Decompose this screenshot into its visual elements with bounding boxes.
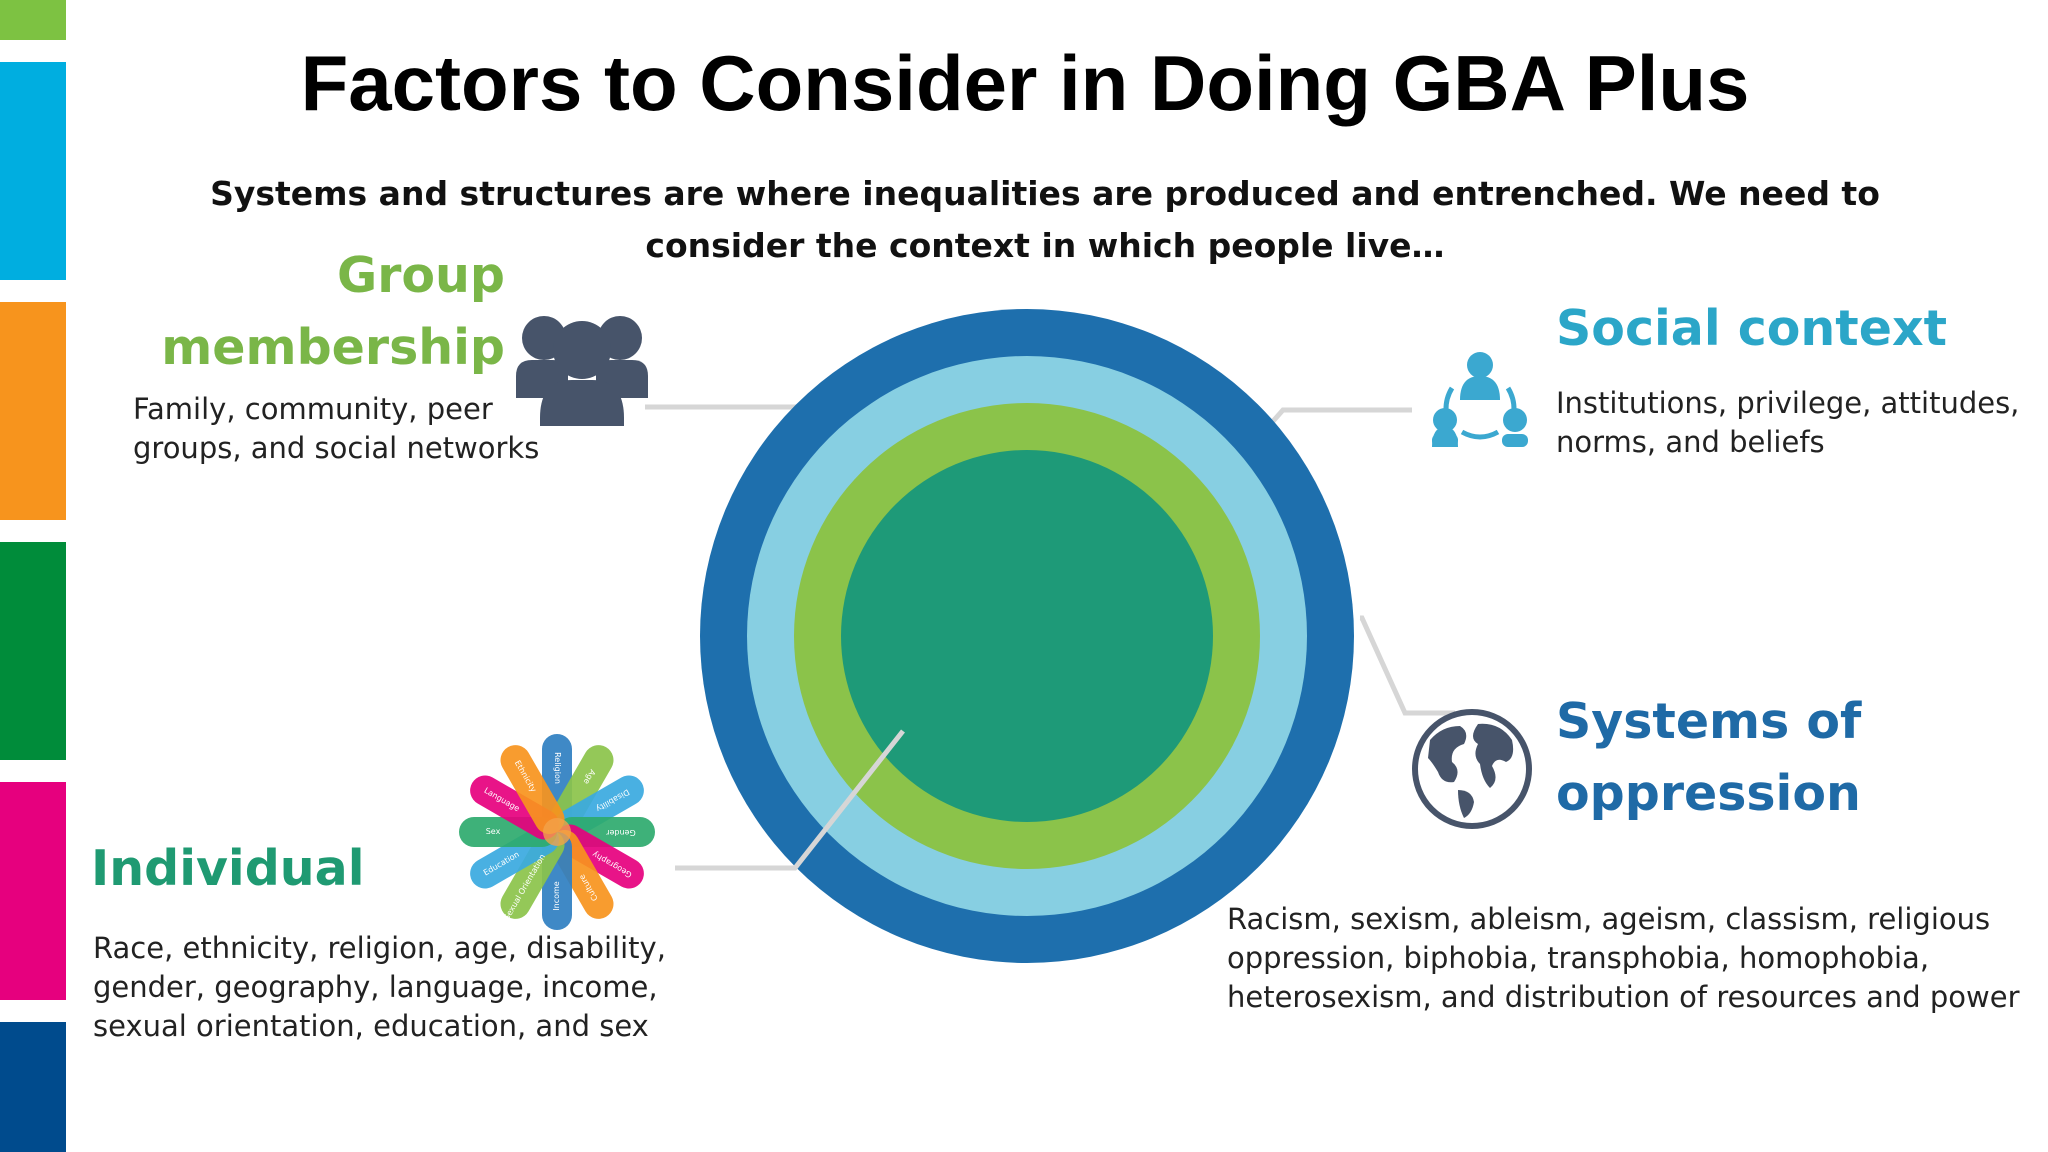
network-people-icon [1432, 352, 1528, 447]
strip-navy [0, 1022, 66, 1152]
individual-heading: Individual [91, 840, 365, 897]
subtitle-line-1: Systems and structures are where inequal… [210, 174, 1880, 213]
identity-petals-icon: Religion AgeDisabilityGenderGeographyCult… [459, 734, 655, 930]
group-heading: Group membership [160, 240, 505, 384]
systems-text-line-1: Racism, sexism, ableism, ageism, classis… [1227, 902, 1991, 936]
connector-individual [675, 729, 905, 871]
group-heading-line-2: membership [161, 319, 505, 376]
strip-orange [0, 302, 66, 520]
strip-magenta [0, 782, 66, 1000]
group-text-line-2: groups, and social networks [133, 431, 540, 465]
systems-heading-line-2: oppression [1556, 765, 1861, 822]
systems-text-line-3: heterosexism, and distribution of resour… [1227, 980, 2020, 1014]
petal-label: Income [552, 881, 561, 911]
systems-text-line-2: oppression, biphobia, transphobia, homop… [1227, 941, 1930, 975]
social-text-line-2: norms, and beliefs [1556, 425, 1825, 459]
strip-green [0, 542, 66, 760]
individual-text-line-3: sexual orientation, education, and sex [93, 1009, 649, 1043]
strip-blue [0, 62, 66, 280]
individual-text-line-2: gender, geography, language, income, [93, 970, 658, 1004]
group-description: Family, community, peer groups, and soci… [133, 390, 539, 468]
connector-systems [1359, 615, 1455, 716]
petal-hub [543, 818, 571, 846]
social-text-line-1: Institutions, privilege, attitudes, [1556, 386, 2020, 420]
petal-label: Gender [606, 828, 636, 837]
subtitle-line-2: consider the context in which people liv… [645, 226, 1445, 265]
group-heading-line-1: Group [336, 247, 505, 304]
individual-text-line-1: Race, ethnicity, religion, age, disabili… [93, 931, 666, 965]
petal [500, 745, 565, 835]
petal-label: Sex [486, 827, 501, 836]
systems-heading: Systems of oppression [1556, 686, 1861, 830]
globe-icon [1412, 709, 1532, 829]
petal-label: Religion [553, 752, 562, 784]
systems-description: Racism, sexism, ableism, ageism, classis… [1227, 900, 2020, 1017]
page-title: Factors to Consider in Doing GBA Plus [300, 39, 1750, 127]
group-text-line-1: Family, community, peer [133, 392, 493, 426]
social-description: Institutions, privilege, attitudes, norm… [1556, 384, 2019, 462]
individual-description: Race, ethnicity, religion, age, disabili… [93, 929, 666, 1046]
social-heading: Social context [1556, 300, 1947, 357]
people-group-icon [516, 316, 648, 426]
strip-lime [0, 0, 66, 40]
systems-heading-line-1: Systems of [1556, 693, 1862, 750]
ring-core [841, 450, 1213, 822]
subtitle: Systems and structures are where inequal… [200, 168, 1890, 272]
